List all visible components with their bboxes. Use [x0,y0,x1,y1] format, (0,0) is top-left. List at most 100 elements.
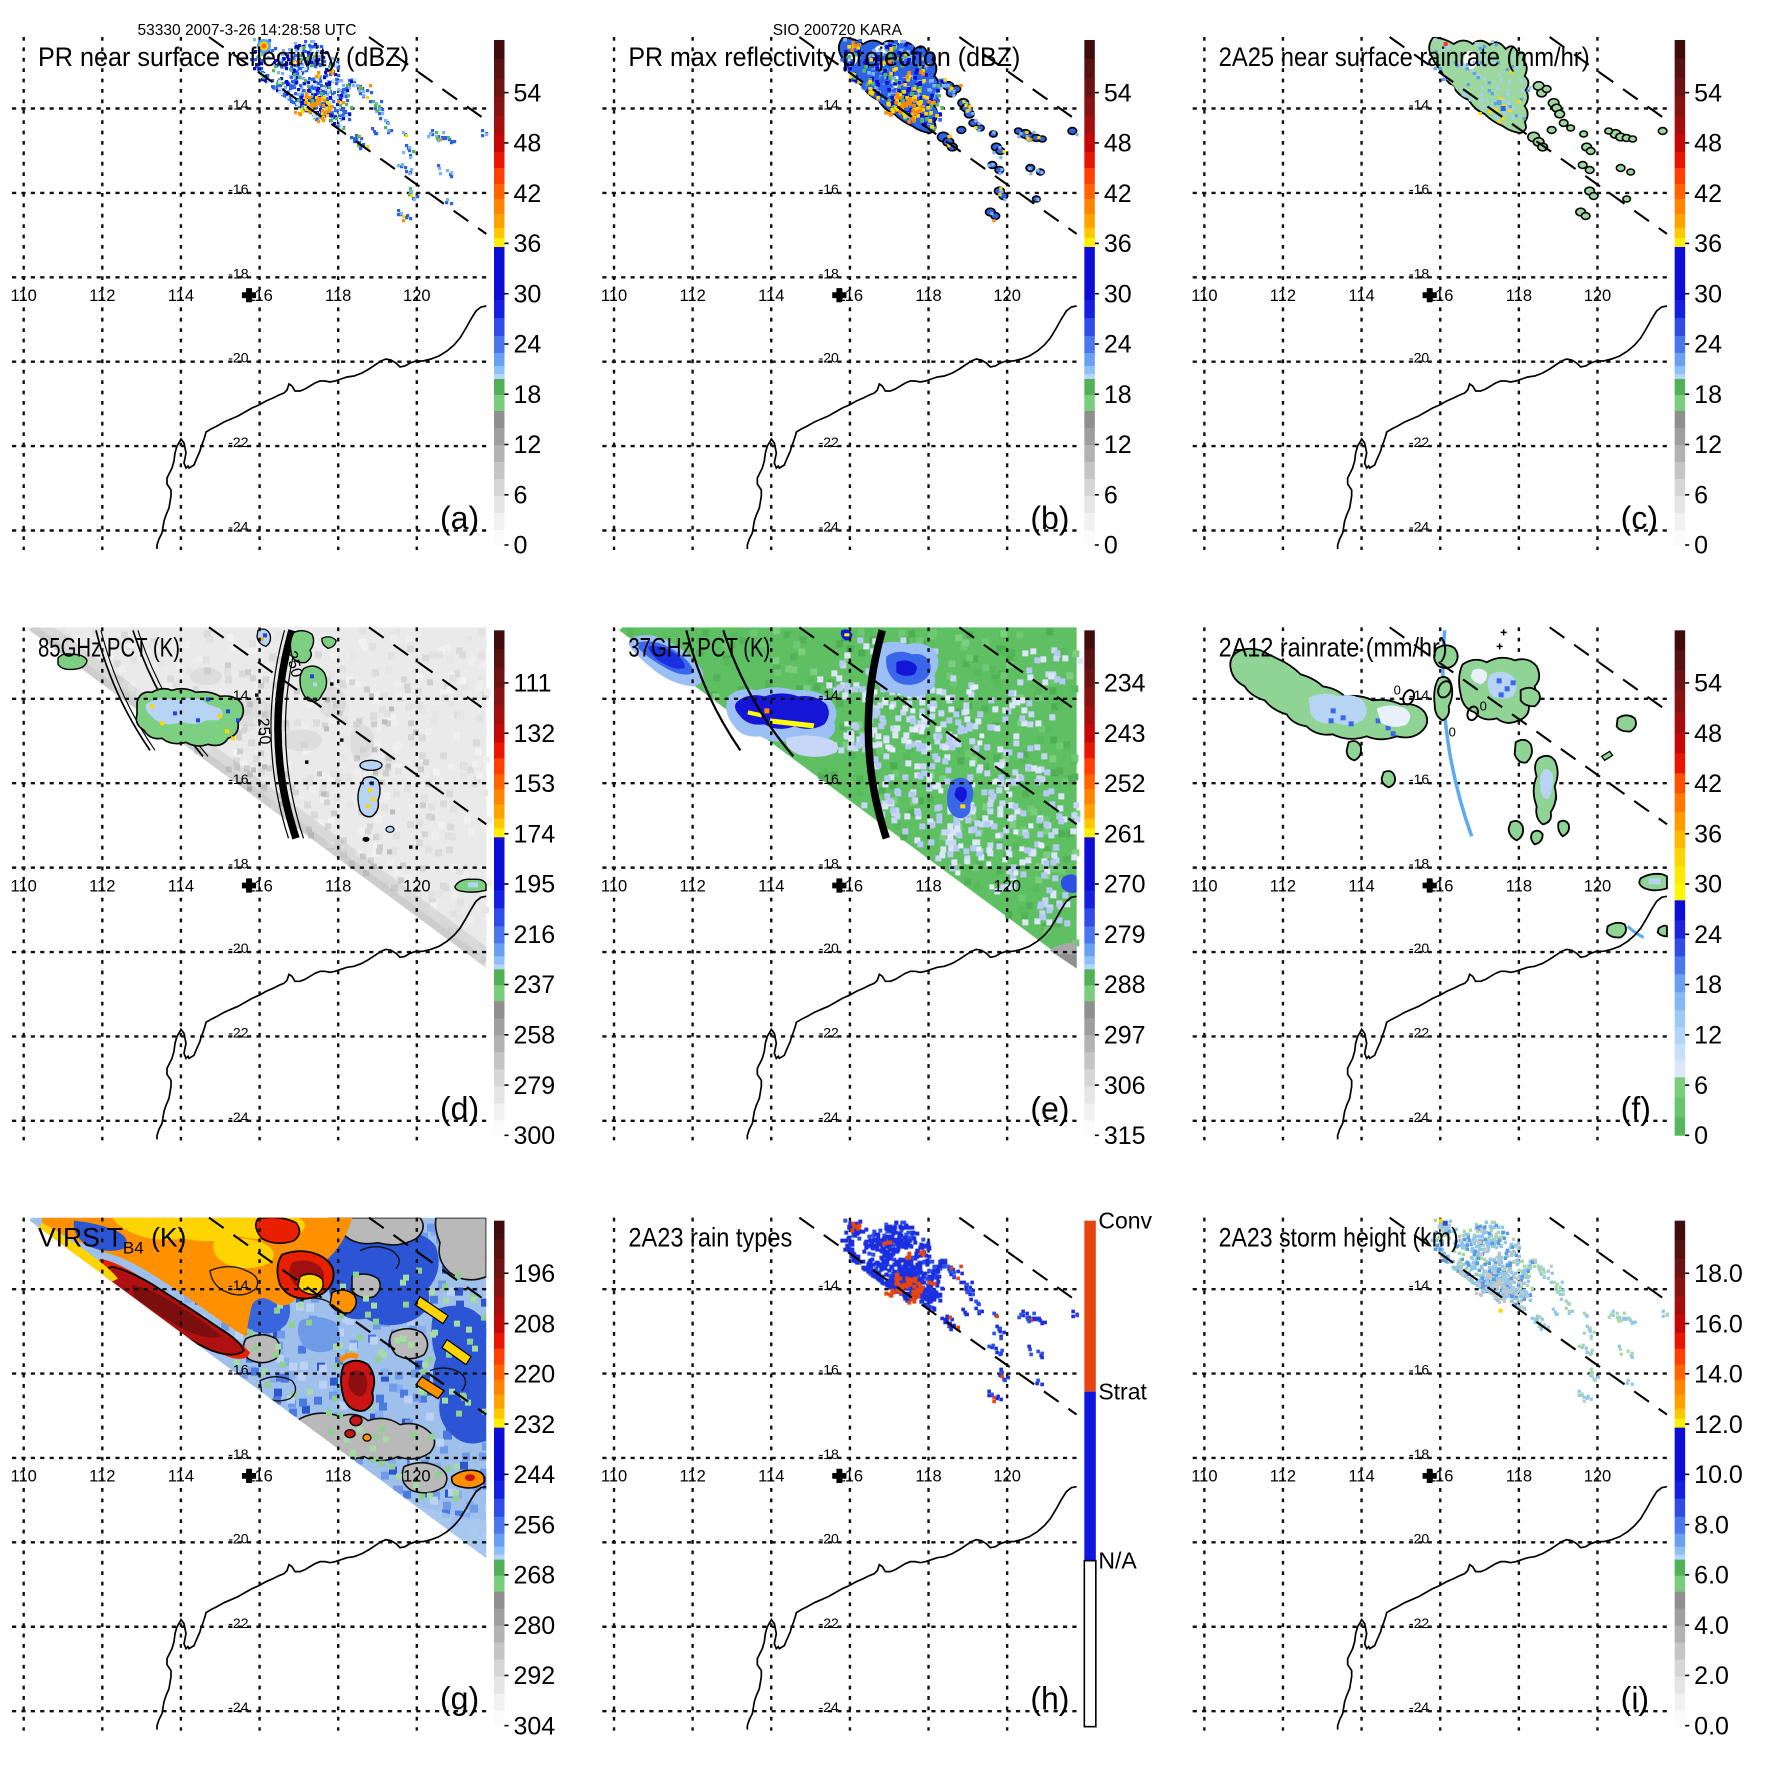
svg-text:0.0: 0.0 [1694,1712,1729,1740]
svg-text:6.0: 6.0 [1694,1562,1729,1590]
svg-text:48: 48 [1104,130,1132,158]
svg-text:114: 114 [758,287,784,305]
svg-text:120: 120 [993,1468,1021,1486]
svg-text:120: 120 [403,287,431,305]
svg-text:85GHz PCT (K): 85GHz PCT (K) [38,632,180,662]
svg-text:110: 110 [601,1468,627,1486]
svg-text:116: 116 [837,287,863,305]
svg-text:2A12 rainrate (mm/hr): 2A12 rainrate (mm/hr) [1219,632,1448,662]
svg-text:120: 120 [403,1468,431,1486]
svg-text:174: 174 [514,820,556,848]
svg-text:112: 112 [89,287,115,305]
svg-text:-22: -22 [228,1615,248,1631]
svg-text:18: 18 [514,381,542,409]
svg-text:-14: -14 [228,97,248,113]
svg-text:48: 48 [1694,130,1722,158]
svg-text:(b): (b) [1030,500,1069,536]
svg-text:196: 196 [514,1260,556,1288]
svg-text:-20: -20 [819,1530,839,1546]
svg-text:-20: -20 [819,940,839,956]
svg-text:0: 0 [1480,698,1487,713]
svg-text:0: 0 [1694,1122,1708,1150]
svg-text:14.0: 14.0 [1694,1360,1743,1388]
svg-text:-22: -22 [1409,434,1429,450]
svg-text:243: 243 [1104,720,1146,748]
svg-text:18: 18 [1694,381,1722,409]
svg-text:48: 48 [514,130,542,158]
svg-text:(d): (d) [440,1090,479,1126]
svg-text:12: 12 [514,431,542,459]
svg-text:16.0: 16.0 [1694,1310,1743,1338]
svg-text:2A23 rain types: 2A23 rain types [628,1223,792,1253]
svg-text:-22: -22 [1409,1024,1429,1040]
svg-text:118: 118 [325,1468,351,1486]
svg-text:-24: -24 [228,1109,248,1125]
svg-text:120: 120 [1584,1468,1612,1486]
svg-text:114: 114 [168,1468,194,1486]
svg-text:-24: -24 [819,1699,839,1715]
svg-text:48: 48 [1694,720,1722,748]
svg-text:-14: -14 [819,687,839,703]
svg-text:(c): (c) [1621,500,1658,536]
svg-text:-22: -22 [1409,1615,1429,1631]
svg-text:-18: -18 [819,1446,839,1462]
svg-text:250: 250 [282,649,305,679]
svg-text:116: 116 [1427,1468,1453,1486]
svg-text:54: 54 [514,79,542,107]
svg-text:18.0: 18.0 [1694,1260,1743,1288]
svg-text:-20: -20 [228,940,248,956]
svg-text:(f): (f) [1621,1090,1651,1126]
svg-text:252: 252 [1104,770,1146,798]
svg-text:120: 120 [1584,287,1612,305]
svg-text:153: 153 [514,770,556,798]
svg-text:18: 18 [1694,971,1722,999]
svg-text:-20: -20 [819,350,839,366]
svg-text:-18: -18 [1409,856,1429,872]
svg-text:116: 116 [837,877,863,895]
svg-text:195: 195 [514,871,556,899]
svg-text:2A23 storm height (km): 2A23 storm height (km) [1219,1223,1459,1253]
svg-text:18: 18 [1104,381,1132,409]
svg-text:120: 120 [403,877,431,895]
svg-text:-18: -18 [228,1446,248,1462]
svg-text:-16: -16 [228,181,248,197]
svg-text:PR near surface reflectivity (: PR near surface reflectivity (dBZ) [38,42,409,72]
svg-text:24: 24 [1694,921,1722,949]
svg-text:234: 234 [1104,670,1146,698]
svg-text:112: 112 [1270,287,1296,305]
svg-text:12.0: 12.0 [1694,1411,1743,1439]
svg-text:237: 237 [514,971,556,999]
svg-text:116: 116 [837,1468,863,1486]
svg-text:216: 216 [514,921,556,949]
svg-text:-18: -18 [819,265,839,281]
svg-text:279: 279 [1104,921,1146,949]
svg-text:116: 116 [246,877,272,895]
svg-text:36: 36 [514,230,542,258]
svg-text:0: 0 [1694,532,1708,560]
svg-text:114: 114 [1348,287,1374,305]
svg-text:6: 6 [1104,482,1118,510]
svg-text:297: 297 [1104,1022,1146,1050]
svg-text:292: 292 [514,1662,556,1690]
svg-text:(h): (h) [1030,1681,1069,1717]
svg-text:Conv: Conv [1098,1208,1152,1234]
svg-text:114: 114 [758,1468,784,1486]
svg-text:244: 244 [514,1461,556,1489]
svg-text:-20: -20 [1409,350,1429,366]
svg-text:280: 280 [514,1612,556,1640]
svg-text:37GHz PCT (K): 37GHz PCT (K) [628,632,770,662]
svg-text:110: 110 [1191,1468,1217,1486]
svg-text:114: 114 [1348,877,1374,895]
svg-text:112: 112 [89,1468,115,1486]
svg-text:110: 110 [11,877,37,895]
svg-text:24: 24 [1694,331,1722,359]
svg-text:-24: -24 [1409,519,1429,535]
svg-text:6: 6 [1694,1072,1708,1100]
svg-text:54: 54 [1104,79,1132,107]
svg-text:(a): (a) [440,500,479,536]
svg-text:36: 36 [1694,820,1722,848]
svg-text:-18: -18 [1409,265,1429,281]
svg-text:118: 118 [915,1468,941,1486]
svg-text:112: 112 [679,1468,705,1486]
svg-text:(i): (i) [1621,1681,1649,1717]
